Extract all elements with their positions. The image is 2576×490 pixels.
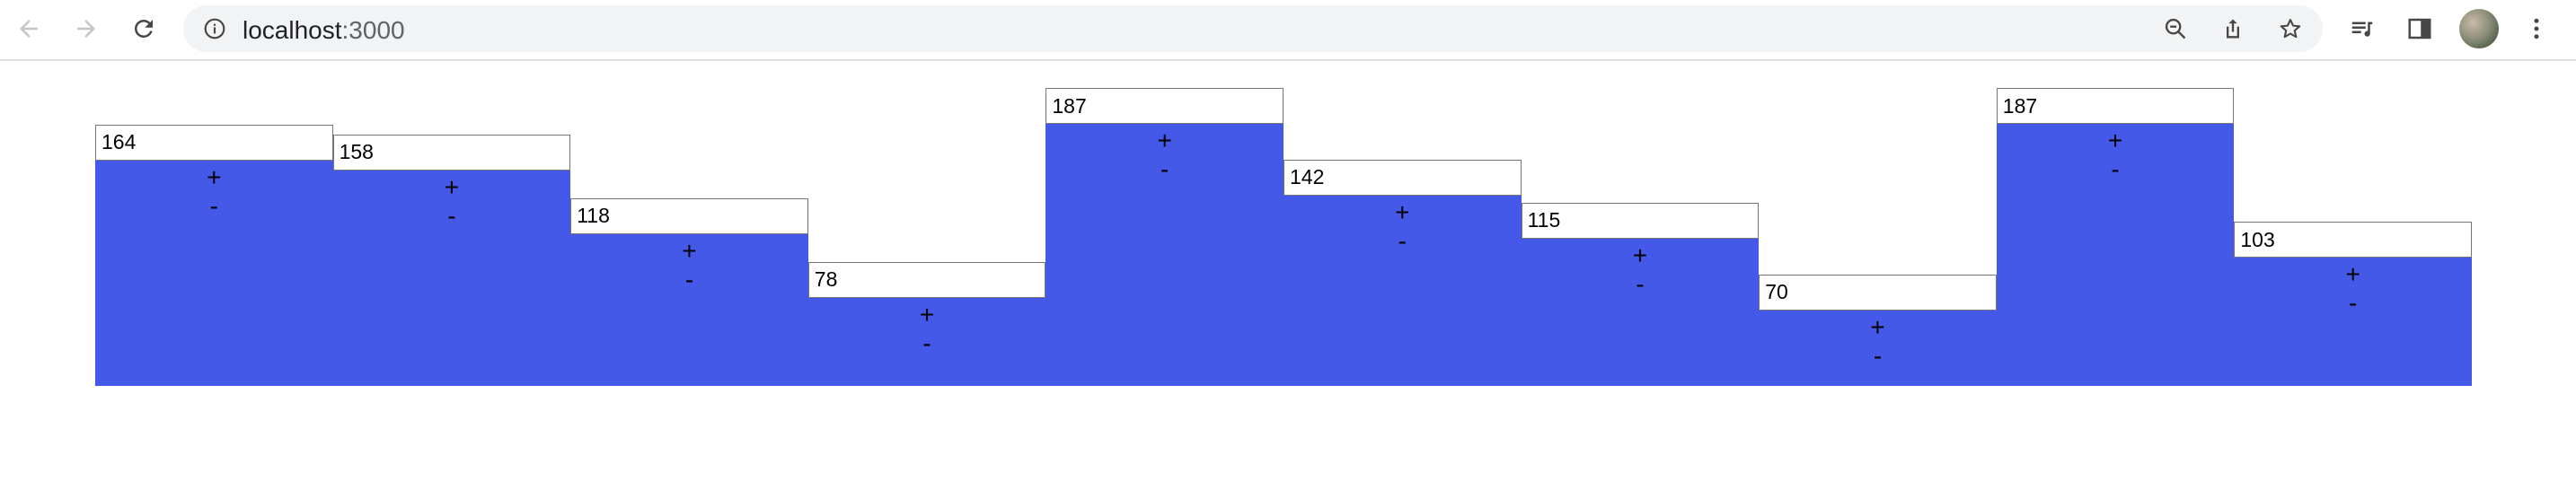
bar: +- bbox=[1284, 159, 1522, 386]
increment-button[interactable]: + bbox=[1632, 241, 1648, 269]
bar-value-input[interactable] bbox=[1521, 202, 1760, 239]
decrement-button[interactable]: - bbox=[1398, 226, 1407, 255]
increment-button[interactable]: + bbox=[1395, 197, 1410, 226]
star-icon bbox=[2280, 19, 2301, 39]
bar: +- bbox=[332, 134, 571, 386]
media-queue-icon bbox=[2351, 22, 2373, 37]
bar-value-input[interactable] bbox=[1759, 274, 1997, 311]
decrement-button[interactable]: - bbox=[1873, 341, 1883, 370]
more-vert-icon bbox=[2534, 18, 2539, 39]
site-info-icon bbox=[204, 18, 225, 39]
bar: +- bbox=[1996, 88, 2235, 386]
bar-value-input[interactable] bbox=[807, 261, 1046, 298]
url-host: localhost bbox=[243, 16, 342, 44]
url-port: :3000 bbox=[341, 16, 405, 44]
share-icon bbox=[2227, 19, 2239, 39]
back-arrow-icon bbox=[20, 20, 38, 38]
bar-value-input[interactable] bbox=[95, 124, 333, 161]
bar-value-input[interactable] bbox=[332, 134, 571, 171]
bar: +- bbox=[1521, 202, 1760, 386]
bar-value-input[interactable] bbox=[2234, 222, 2472, 258]
bar-value-input[interactable] bbox=[1045, 88, 1284, 125]
forward-arrow-icon bbox=[77, 20, 95, 38]
bar: +- bbox=[1045, 88, 1284, 386]
address-bar[interactable]: localhost:3000 bbox=[183, 5, 2323, 52]
bar: +- bbox=[2234, 222, 2472, 386]
decrement-button[interactable]: - bbox=[1160, 155, 1169, 184]
reload-button[interactable] bbox=[126, 11, 162, 47]
media-control-button[interactable] bbox=[2344, 11, 2380, 47]
browser-toolbar: localhost:3000 bbox=[0, 0, 2576, 61]
bar: +- bbox=[95, 124, 333, 386]
bar: +- bbox=[807, 261, 1046, 386]
decrement-button[interactable]: - bbox=[447, 201, 456, 230]
increment-button[interactable]: + bbox=[207, 162, 222, 191]
decrement-button[interactable]: - bbox=[684, 265, 694, 293]
increment-button[interactable]: + bbox=[1157, 127, 1172, 155]
forward-button[interactable] bbox=[68, 11, 104, 47]
decrement-button[interactable]: - bbox=[2349, 289, 2358, 318]
decrement-button[interactable]: - bbox=[922, 328, 931, 357]
increment-button[interactable]: + bbox=[2345, 260, 2360, 289]
bar: +- bbox=[1759, 274, 1997, 386]
side-panel-button[interactable] bbox=[2402, 11, 2438, 47]
bar: +- bbox=[570, 197, 808, 386]
reload-icon bbox=[135, 20, 153, 38]
share-button[interactable] bbox=[2215, 11, 2251, 47]
decrement-button[interactable]: - bbox=[1636, 269, 1645, 298]
bar-value-input[interactable] bbox=[1996, 88, 2235, 125]
zoom-out-icon bbox=[2165, 18, 2186, 39]
back-button[interactable] bbox=[11, 11, 47, 47]
bookmark-button[interactable] bbox=[2272, 11, 2308, 47]
increment-button[interactable]: + bbox=[444, 172, 460, 201]
bar-value-input[interactable] bbox=[1284, 159, 1522, 196]
increment-button[interactable]: + bbox=[2107, 127, 2123, 155]
increment-button[interactable]: + bbox=[919, 300, 935, 328]
menu-button[interactable] bbox=[2519, 11, 2554, 47]
zoom-button[interactable] bbox=[2157, 11, 2193, 47]
increment-button[interactable]: + bbox=[682, 236, 697, 265]
bar-value-input[interactable] bbox=[570, 197, 808, 234]
increment-button[interactable]: + bbox=[1870, 312, 1885, 341]
side-panel-icon bbox=[2408, 18, 2431, 39]
url-text: localhost:3000 bbox=[243, 18, 405, 43]
decrement-button[interactable]: - bbox=[2111, 155, 2120, 184]
decrement-button[interactable]: - bbox=[209, 191, 218, 220]
profile-avatar[interactable] bbox=[2459, 9, 2499, 48]
